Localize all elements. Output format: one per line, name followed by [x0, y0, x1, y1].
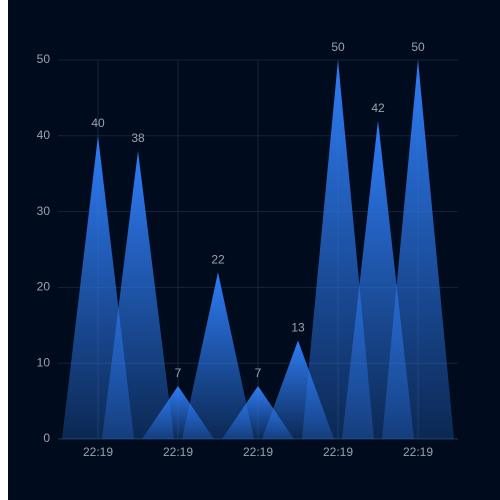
- y-tick-label: 50: [37, 52, 51, 66]
- y-tick-label: 20: [37, 280, 51, 294]
- x-tick-label: 22:19: [83, 445, 113, 459]
- value-label: 50: [331, 40, 345, 54]
- x-tick-label: 22:19: [243, 445, 273, 459]
- value-label: 13: [291, 321, 305, 335]
- y-tick-label: 40: [37, 128, 51, 142]
- value-label: 42: [371, 101, 385, 115]
- value-label: 40: [91, 116, 105, 130]
- x-tick-label: 22:19: [323, 445, 353, 459]
- peak: [382, 60, 454, 439]
- value-label: 50: [411, 40, 425, 54]
- value-label: 38: [131, 131, 145, 145]
- value-label: 7: [175, 366, 182, 380]
- y-tick-label: 0: [43, 431, 50, 445]
- x-tick-label: 22:19: [403, 445, 433, 459]
- peak: [182, 272, 254, 439]
- value-label: 22: [211, 252, 225, 266]
- x-tick-label: 22:19: [163, 445, 193, 459]
- y-tick-label: 10: [37, 355, 51, 369]
- value-label: 7: [255, 366, 262, 380]
- y-tick-label: 30: [37, 204, 51, 218]
- peak: [102, 150, 174, 439]
